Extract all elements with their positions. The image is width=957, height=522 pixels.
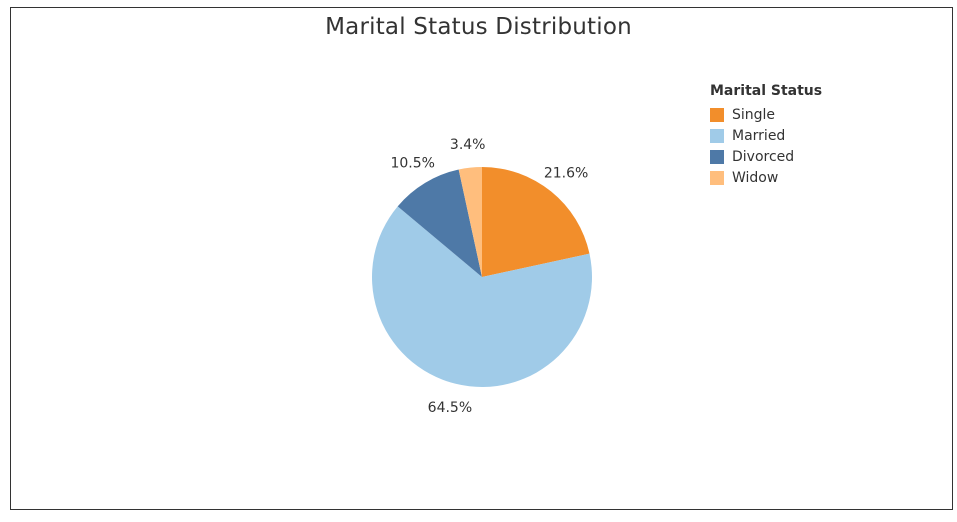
legend: Marital Status Single Married Divorced W… [710,83,822,188]
legend-swatch-divorced [710,149,724,164]
pie-label-single: 21.6% [544,166,588,182]
pie-slices [372,167,592,387]
legend-label-divorced: Divorced [732,148,795,165]
pie-labels: 21.6% 64.5% 10.5% 3.4% [390,137,588,416]
legend-item-single[interactable]: Single [710,104,822,125]
legend-label-widow: Widow [732,169,779,186]
pie-label-widow: 3.4% [450,137,486,153]
chart-title: Marital Status Distribution [325,14,632,40]
legend-swatch-single [710,107,724,122]
legend-item-widow[interactable]: Widow [710,167,822,188]
legend-swatch-widow [710,170,724,185]
pie-slice-divorced[interactable] [397,169,482,277]
pie-label-married: 64.5% [428,400,472,416]
legend-item-married[interactable]: Married [710,125,822,146]
legend-label-single: Single [732,106,776,123]
legend-title: Marital Status [710,83,823,99]
legend-swatch-married [710,128,724,143]
pie-label-divorced: 10.5% [390,155,434,171]
pie-slice-single[interactable] [482,167,590,277]
legend-label-married: Married [732,127,786,144]
pie-slice-married[interactable] [372,206,592,387]
pie-slice-widow[interactable] [458,167,482,277]
legend-item-divorced[interactable]: Divorced [710,146,822,167]
